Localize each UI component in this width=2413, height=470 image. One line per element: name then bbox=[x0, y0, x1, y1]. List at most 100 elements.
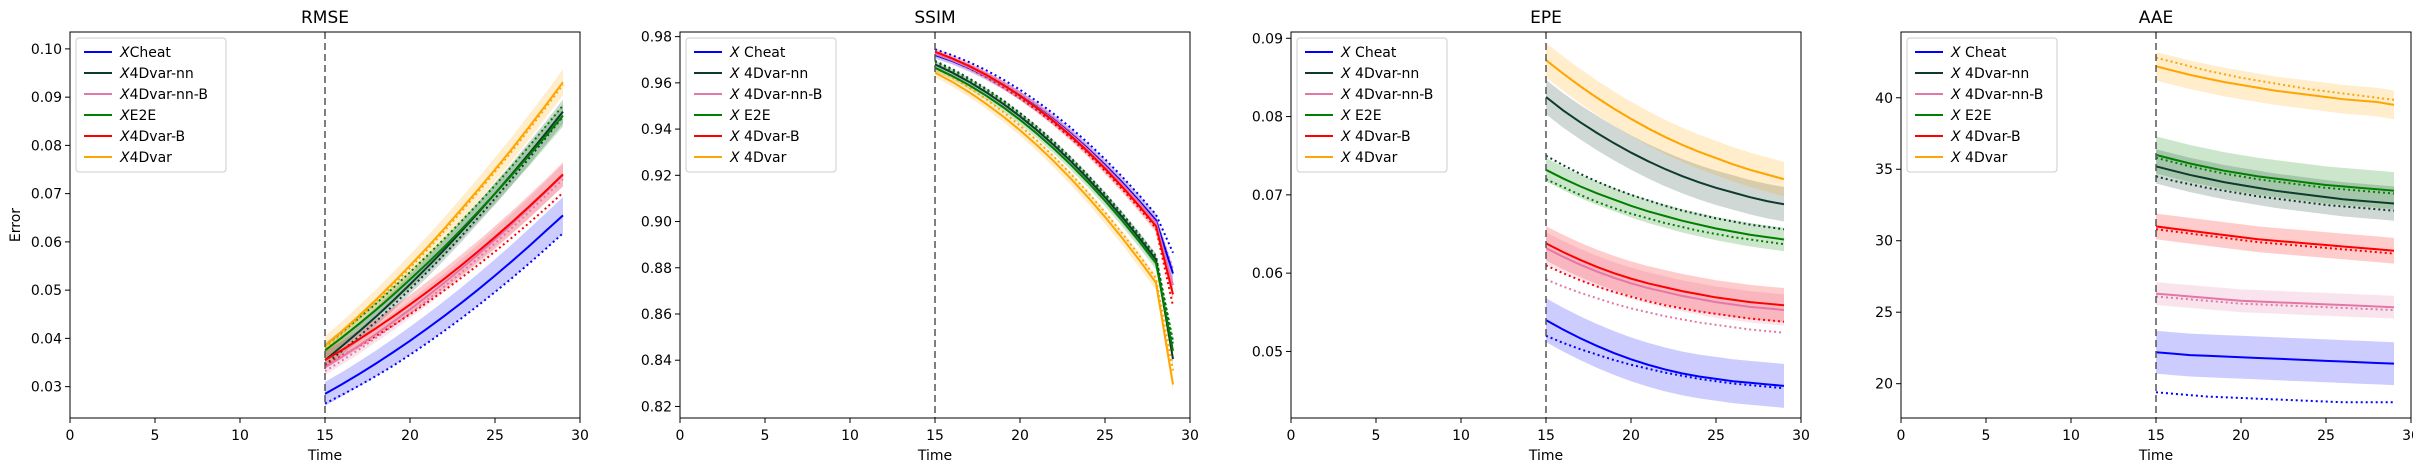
confidence-band bbox=[325, 197, 563, 406]
legend: XCheat X4Dvar-nn X4Dvar-nn-B XE2E X4Dvar-B X4… bbox=[75, 37, 227, 173]
confidence-band bbox=[2156, 136, 2394, 210]
x-tick-label: 20 bbox=[1622, 428, 1640, 444]
reference-line bbox=[1545, 154, 1785, 231]
x-axis-label: Time bbox=[917, 448, 952, 464]
reference-line bbox=[1545, 278, 1785, 334]
legend-entry: X 4Dvar-B bbox=[1340, 129, 1411, 145]
legend-entry: X Cheat bbox=[1950, 45, 2007, 61]
legend: X Cheat X 4Dvar-nn X 4Dvar-nn-B X E2E X 4Dva… bbox=[685, 37, 837, 173]
x-axis-label: Time bbox=[307, 448, 342, 464]
reference-line bbox=[2155, 56, 2395, 101]
legend-entry: X E2E bbox=[729, 108, 771, 124]
series-line bbox=[2155, 153, 2395, 192]
y-tick-label: 0.10 bbox=[31, 42, 62, 58]
y-tick-label: 0.06 bbox=[31, 235, 62, 251]
x-tick-label: 25 bbox=[1707, 428, 1725, 444]
chart-panel-epe: 0 5 10 15 20 25 30 0.05 0.06 0.07 0.08 0.09 EPE Time X… bbox=[1252, 8, 1810, 464]
series-line bbox=[1545, 242, 1785, 307]
confidence-band bbox=[2156, 52, 2394, 120]
legend-entry: XE2E bbox=[119, 108, 156, 124]
legend-entry: X 4Dvar-nn-B bbox=[1340, 87, 1433, 103]
y-tick-label: 0.06 bbox=[1252, 266, 1283, 282]
y-tick-label: 0.09 bbox=[1252, 31, 1283, 47]
x-tick-label: 30 bbox=[1181, 428, 1199, 444]
x-tick-label: 15 bbox=[926, 428, 944, 444]
reference-line bbox=[934, 66, 1174, 371]
x-tick-label: 20 bbox=[2232, 428, 2250, 444]
legend-entry: X 4Dvar-nn bbox=[1340, 66, 1419, 82]
legend-entry: XCheat bbox=[119, 45, 171, 61]
series-line bbox=[934, 71, 1174, 385]
x-tick-label: 0 bbox=[66, 428, 75, 444]
y-tick-label: 0.08 bbox=[1252, 110, 1283, 126]
chart-title: RMSE bbox=[301, 8, 349, 28]
confidence-band bbox=[325, 104, 563, 359]
confidence-band bbox=[1546, 79, 1784, 222]
confidence-band bbox=[935, 60, 1173, 366]
series-line bbox=[1545, 168, 1785, 241]
legend-entry: X4Dvar-B bbox=[119, 129, 185, 145]
y-tick-label: 0.05 bbox=[1252, 344, 1283, 360]
legend: X Cheat X 4Dvar-nn X 4Dvar-nn-B X E2E X 4Dva… bbox=[1296, 37, 1448, 173]
x-tick-label: 15 bbox=[316, 428, 334, 444]
y-tick-label: 0.05 bbox=[31, 283, 62, 299]
x-axis-label: Time bbox=[1528, 448, 1563, 464]
reference-line bbox=[2155, 391, 2394, 404]
series-line bbox=[2155, 351, 2395, 365]
chart-panel-aae: 0 5 10 15 20 25 30 20 25 30 35 40 AAE Time X Cheat X 4D… bbox=[1875, 8, 2413, 464]
y-tick-label: 0.92 bbox=[641, 168, 672, 184]
legend-entry: X 4Dvar-nn bbox=[1950, 66, 2029, 82]
y-tick-label: 35 bbox=[1875, 162, 1893, 178]
reference-line bbox=[1545, 334, 1785, 390]
series-line bbox=[1545, 319, 1785, 387]
y-tick-label: 0.84 bbox=[641, 353, 672, 369]
series-line bbox=[934, 50, 1174, 295]
y-tick-label: 0.90 bbox=[641, 215, 672, 231]
legend-entry: X 4Dvar-nn-B bbox=[1950, 87, 2043, 103]
plot-area bbox=[934, 48, 1174, 393]
reference-line bbox=[324, 232, 564, 405]
y-tick-label: 0.94 bbox=[641, 122, 672, 138]
x-tick-label: 0 bbox=[676, 428, 685, 444]
y-tick-label: 30 bbox=[1875, 234, 1893, 250]
y-tick-label: 0.09 bbox=[31, 90, 62, 106]
confidence-band bbox=[1546, 42, 1784, 197]
x-tick-label: 5 bbox=[1372, 428, 1381, 444]
y-tick-label: 0.03 bbox=[31, 380, 62, 396]
legend-entry: X4Dvar-nn bbox=[119, 66, 194, 82]
y-tick-label: 25 bbox=[1875, 305, 1893, 321]
x-axis-label: Time bbox=[2138, 448, 2173, 464]
y-tick-label: 0.96 bbox=[641, 76, 672, 92]
x-tick-label: 10 bbox=[841, 428, 859, 444]
chart-panel-rmse: 0 5 10 15 20 25 30 0.03 0.04 0.05 0.06 0.07 0.08 0.09… bbox=[8, 8, 589, 464]
reference-line bbox=[324, 104, 564, 347]
x-tick-label: 0 bbox=[1287, 428, 1296, 444]
reference-line bbox=[2155, 156, 2395, 195]
legend: X Cheat X 4Dvar-nn X 4Dvar-nn-B X E2E X 4Dva… bbox=[1906, 37, 2058, 173]
y-tick-label: 0.08 bbox=[31, 138, 62, 154]
plot-area bbox=[1545, 42, 1785, 408]
x-tick-label: 25 bbox=[1096, 428, 1114, 444]
series-line bbox=[324, 81, 564, 347]
y-tick-label: 0.88 bbox=[641, 261, 672, 277]
x-tick-label: 30 bbox=[2402, 428, 2413, 444]
reference-line bbox=[934, 48, 1174, 254]
x-tick-label: 25 bbox=[486, 428, 504, 444]
legend-entry: X 4Dvar bbox=[1950, 150, 2008, 166]
series-line bbox=[934, 63, 1174, 360]
confidence-band bbox=[1546, 158, 1784, 252]
legend-box bbox=[685, 37, 837, 173]
x-tick-label: 10 bbox=[231, 428, 249, 444]
y-tick-label: 0.04 bbox=[31, 331, 62, 347]
legend-entry: X E2E bbox=[1340, 108, 1382, 124]
legend-entry: X4Dvar-nn-B bbox=[119, 87, 208, 103]
x-tick-label: 0 bbox=[1897, 428, 1906, 444]
series-line bbox=[2155, 225, 2395, 252]
confidence-band bbox=[2156, 149, 2394, 221]
confidence-band bbox=[2156, 213, 2394, 264]
legend-entry: X 4Dvar bbox=[1340, 150, 1398, 166]
series-line bbox=[324, 110, 564, 361]
x-tick-label: 30 bbox=[571, 428, 589, 444]
chart-title: EPE bbox=[1530, 8, 1562, 28]
series-line bbox=[2155, 165, 2395, 205]
